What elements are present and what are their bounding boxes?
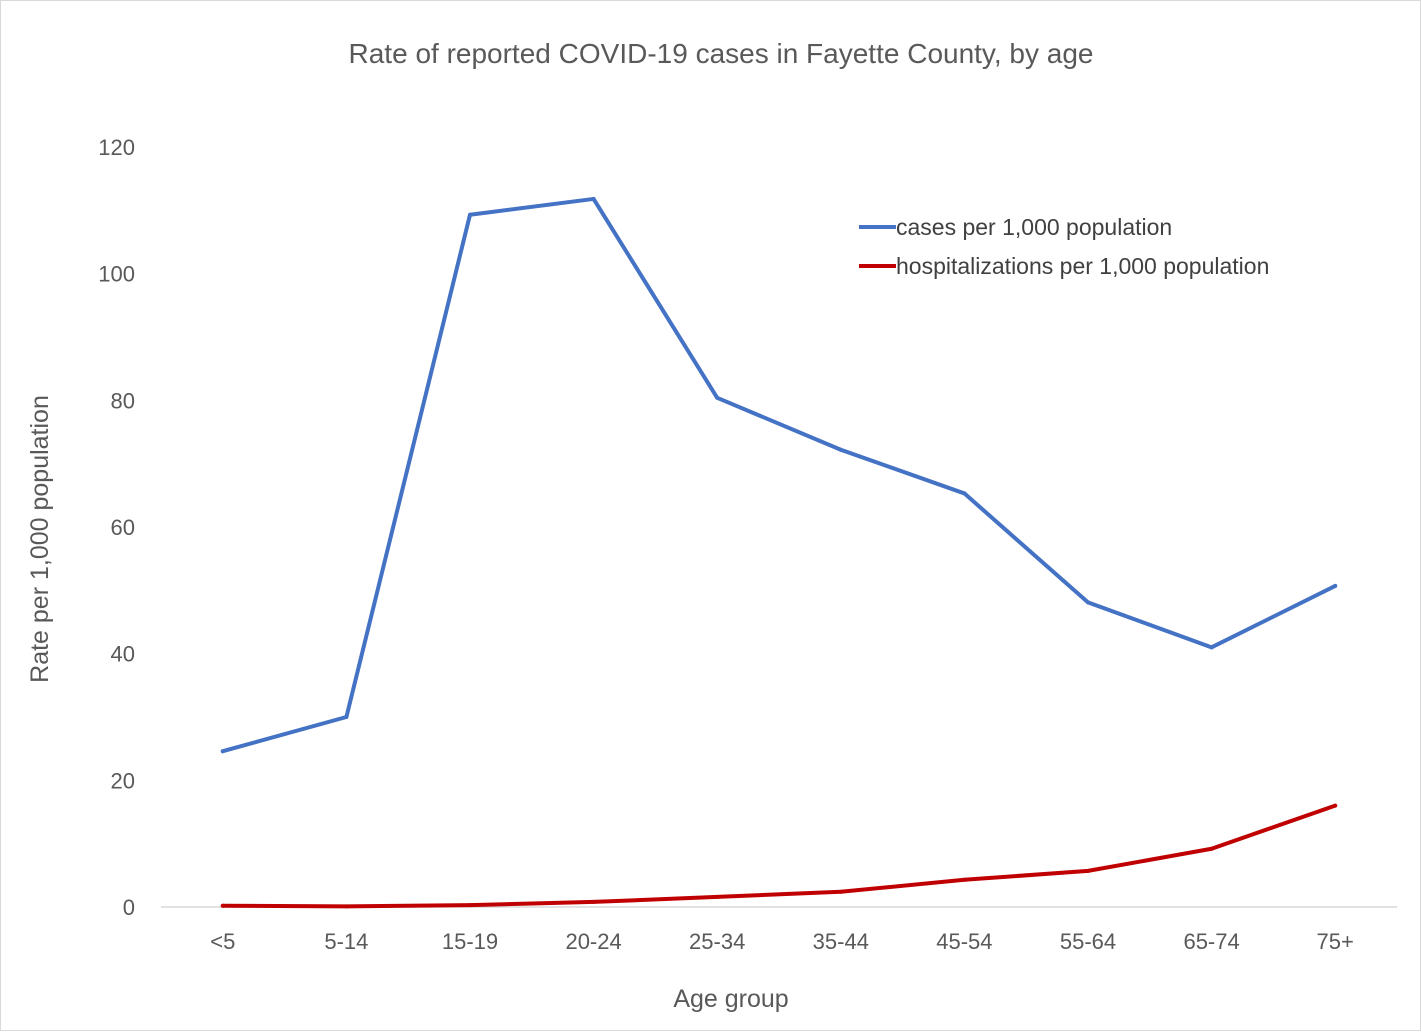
data-point-cases (715, 395, 720, 400)
y-axis-ticks: 0 20 40 60 80 100 120 (98, 135, 135, 920)
x-tick-label: <5 (210, 929, 235, 954)
data-point-cases (838, 447, 843, 452)
data-point-cases (468, 212, 472, 217)
data-point-cases (1209, 645, 1214, 650)
x-tick-label: 75+ (1317, 929, 1354, 954)
x-tick-label: 20-24 (565, 929, 621, 954)
y-tick-label: 60 (111, 515, 135, 540)
series-line-cases (220, 196, 1338, 754)
y-tick-label: 120 (98, 135, 135, 160)
data-point-hospitalizations (838, 889, 843, 894)
y-tick-label: 100 (98, 262, 135, 287)
x-axis-ticks: <5 5-14 15-19 20-24 25-34 35-44 45-54 55-64 65-7… (210, 929, 1354, 954)
y-tick-label: 40 (111, 642, 135, 667)
data-point-hospitalizations (591, 899, 596, 904)
data-point-hospitalizations (715, 894, 720, 899)
legend-label-cases: cases per 1,000 population (896, 214, 1172, 240)
data-point-cases (344, 715, 349, 719)
data-point-hospitalizations (1209, 846, 1214, 851)
data-point-hospitalizations (1333, 803, 1338, 808)
x-tick-label: 25-34 (689, 929, 745, 954)
y-tick-label: 80 (111, 388, 135, 413)
x-tick-label: 45-54 (936, 929, 992, 954)
y-axis-title: Rate per 1,000 population (26, 395, 54, 683)
y-tick-label: 20 (111, 768, 135, 793)
y-tick-label: 0 (123, 895, 135, 920)
data-point-hospitalizations (344, 904, 349, 909)
data-point-cases (591, 196, 596, 201)
x-tick-label: 15-19 (442, 929, 498, 954)
legend-label-hospitalizations: hospitalizations per 1,000 population (896, 253, 1269, 279)
x-tick-label: 55-64 (1060, 929, 1116, 954)
data-point-hospitalizations (220, 903, 225, 908)
chart-title: Rate of reported COVID-19 cases in Fayet… (349, 38, 1094, 69)
x-tick-label: 35-44 (813, 929, 869, 954)
data-point-cases (962, 491, 967, 496)
data-point-hospitalizations (962, 877, 967, 882)
x-axis-title: Age group (673, 985, 788, 1013)
series-line-hospitalizations (220, 803, 1338, 909)
x-tick-label: 5-14 (324, 929, 368, 954)
data-point-cases (1086, 600, 1090, 605)
x-tick-label: 65-74 (1183, 929, 1239, 954)
data-point-hospitalizations (1086, 868, 1090, 873)
data-point-hospitalizations (468, 903, 472, 908)
data-point-cases (220, 749, 225, 754)
legend: cases per 1,000 population hospitalizati… (859, 214, 1269, 279)
series-lines (220, 196, 1338, 909)
data-point-cases (1333, 583, 1338, 588)
